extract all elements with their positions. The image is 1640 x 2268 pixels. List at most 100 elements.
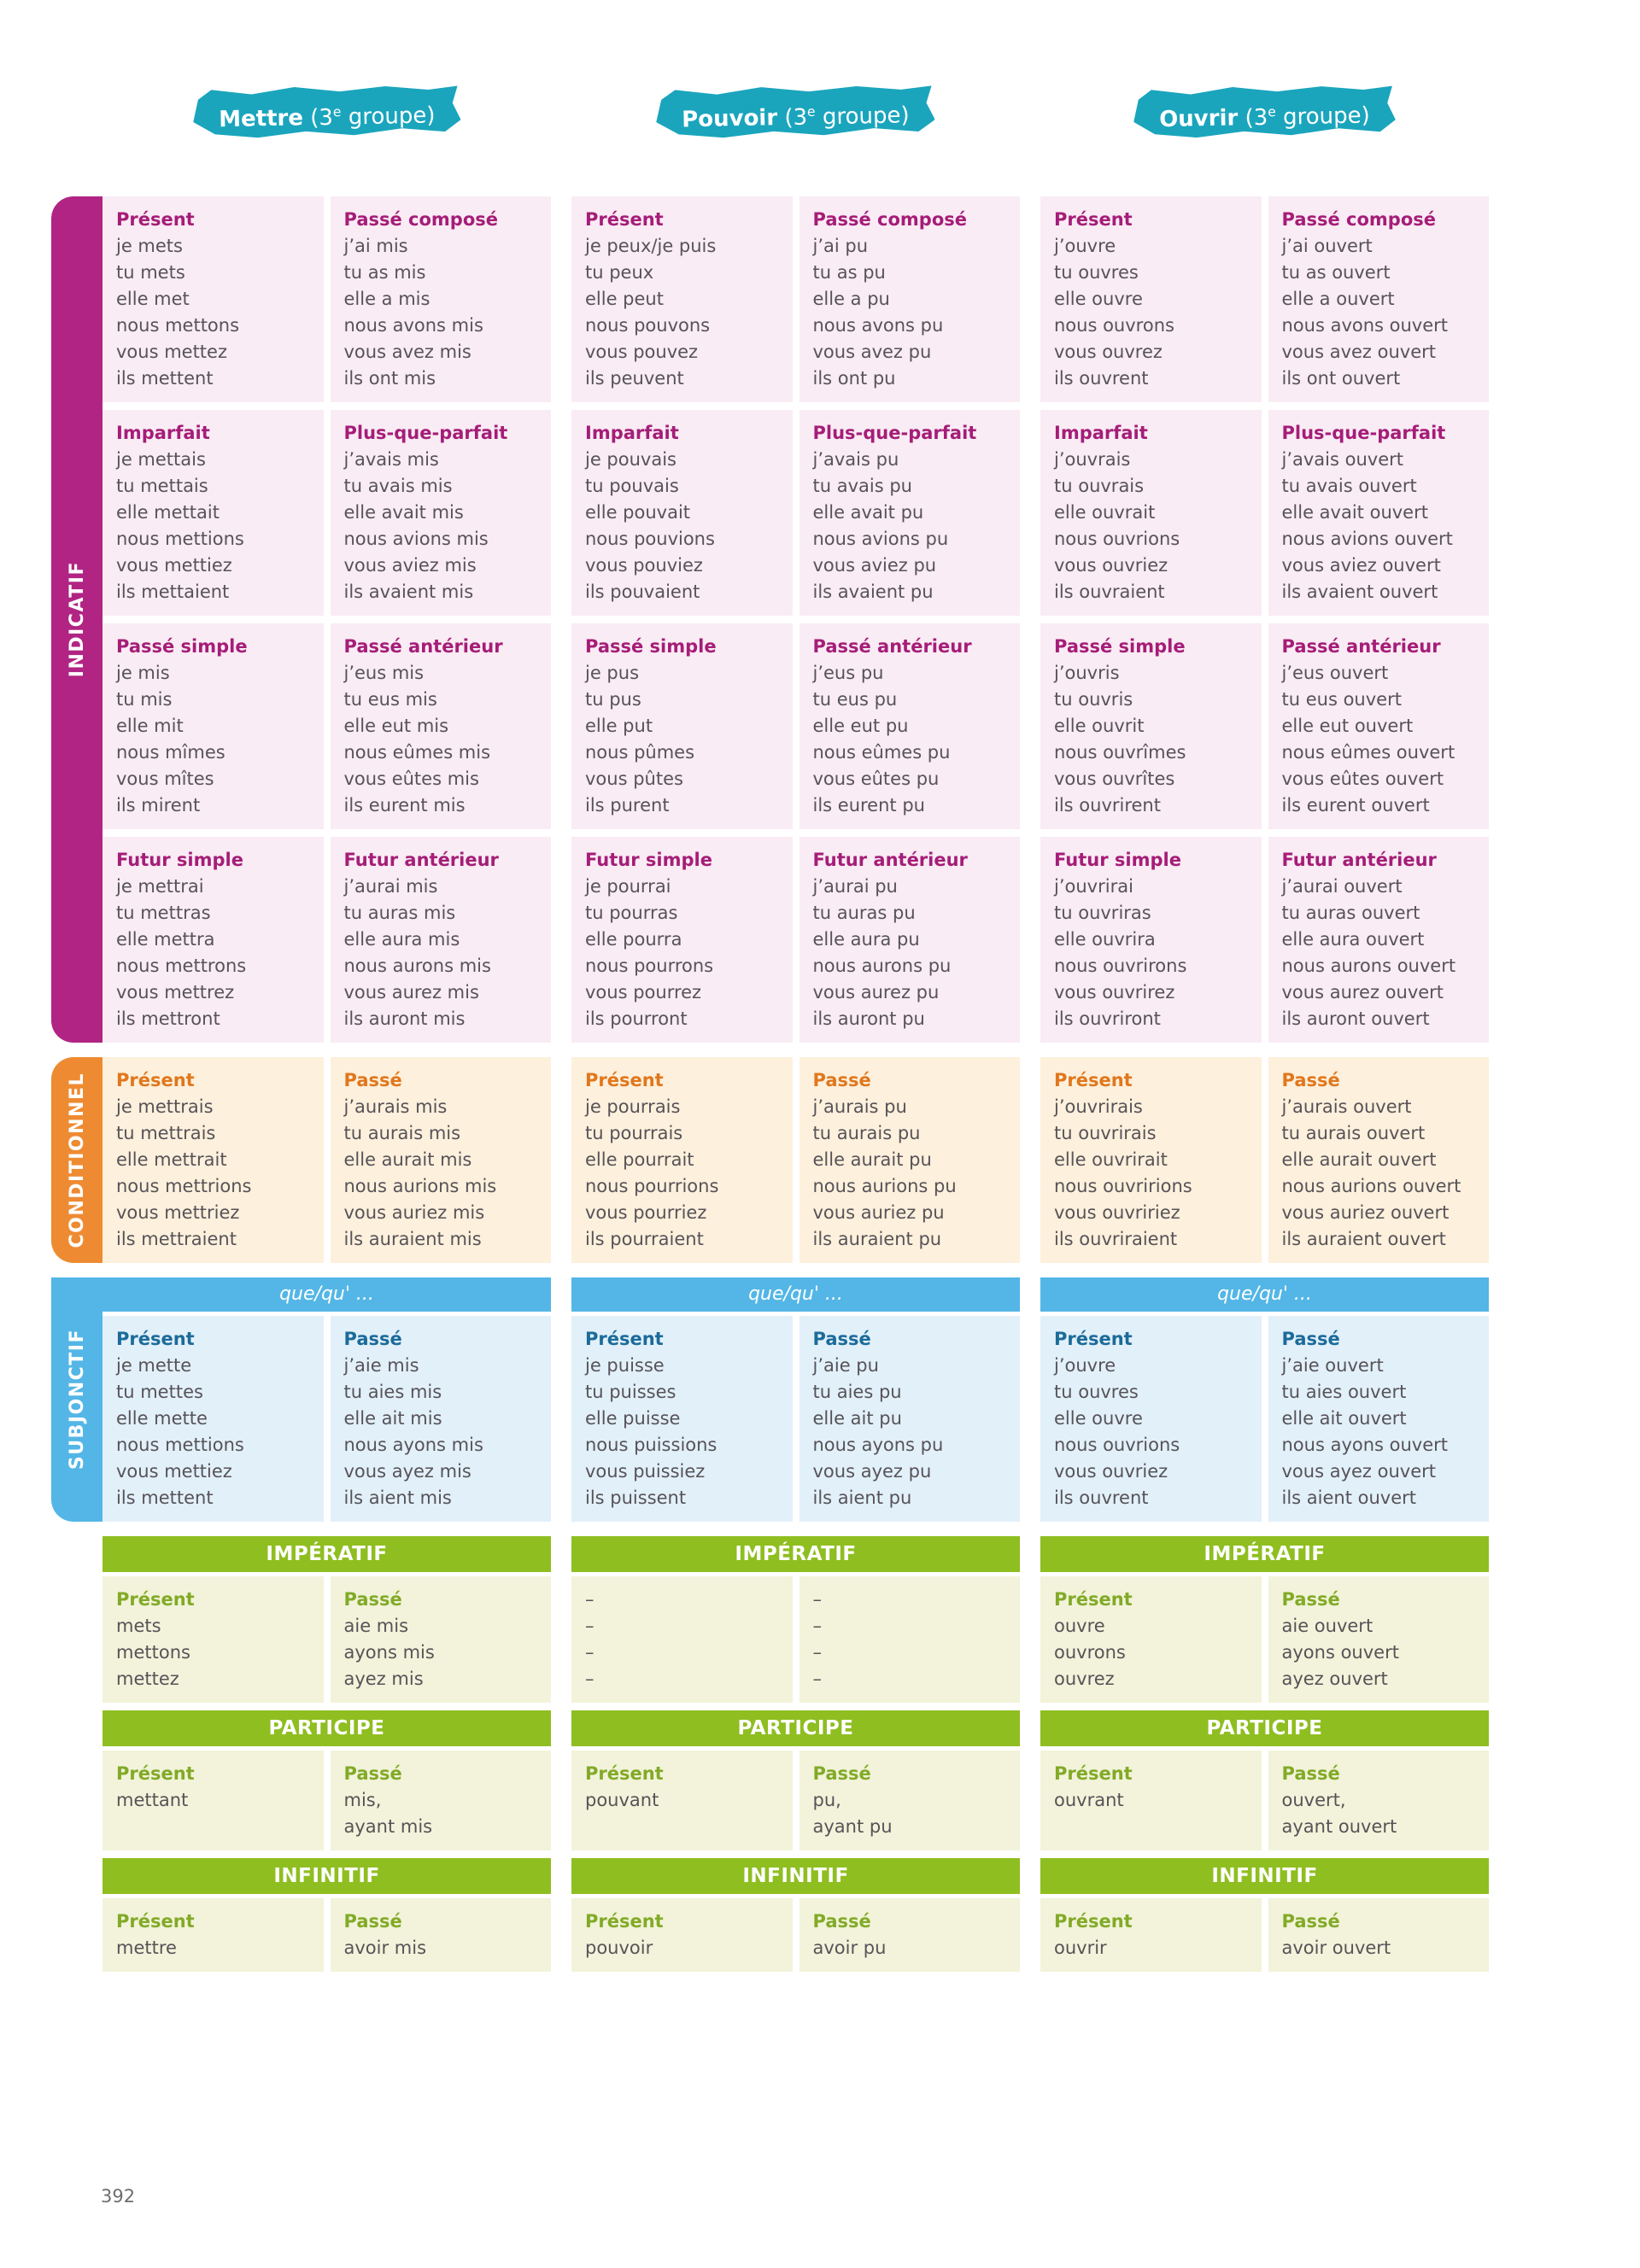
tense-title: Passé antérieur [343,636,503,657]
pouvoir-infinitif-left-cell: Présent pouvoir [571,1898,793,1972]
verb-form: nous avions mis [343,529,489,549]
verb-form: je pourrais [585,1096,681,1117]
tense-title: Passé [812,1070,871,1090]
verb-form: ayons mis [343,1642,435,1663]
verb-form: tu avais ouvert [1281,476,1417,496]
verb-name: Pouvoir [682,105,778,133]
verb-form: ayons ouvert [1281,1642,1399,1663]
verb-form: vous pouvez [585,342,699,362]
verb-form: j’ouvre [1054,1355,1116,1376]
verb-form: vous eûtes mis [343,769,479,789]
pouvoir-indicatif-band-3: Futur simple je pourrai tu pourras elle pou… [571,837,1020,1043]
tense-title: Plus-que-parfait [1281,423,1446,443]
mettre-indicatif-band-0: Présent je mets tu mets elle met nous metton… [102,196,551,402]
verb-form: vous ayez pu [812,1461,932,1482]
verb-form: je mis [116,663,170,683]
verb-form: mettre [116,1938,177,1958]
participe-section-header: PARTICIPE [1040,1710,1489,1746]
verb-form: ils aient mis [343,1488,452,1508]
ouvrir-indicatif-left-cell: Passé simple j’ouvris tu ouvris elle ouvrit… [1040,623,1262,829]
tense-title: Passé composé [812,209,968,230]
verb-form: ils ont mis [343,368,436,389]
verb-form: nous ouvririons [1054,1176,1192,1196]
verb-form: j’eus ouvert [1281,663,1389,683]
ouvrir-conditionnel-right-cell: Passé j’aurais ouvert tu aurais ouvert elle… [1268,1057,1489,1263]
verb-form: ouvrant [1054,1790,1124,1810]
pouvoir-participe-right-cell: Passé pu, ayant pu [799,1751,1020,1850]
badge-slot-ouvrir: Ouvrir (3e groupe) [1040,85,1489,138]
verb-form: nous aurons ouvert [1281,956,1456,976]
ouvrir-participe-left-cell: Présent ouvrant [1040,1751,1262,1850]
pouvoir-infinitif-band: INFINITIF Présent pouvoir Passé avoir pu [571,1858,1020,1972]
verb-form: nous ayons pu [812,1435,944,1455]
tense-title: Plus-que-parfait [812,423,977,443]
verb-form: nous aurions mis [343,1176,497,1196]
verb-form: j’ouvrirai [1054,876,1133,897]
verb-form: je mette [116,1355,192,1376]
infinitif-section-header: INFINITIF [571,1858,1020,1894]
pouvoir-conditionnel-right-cell: Passé j’aurais pu tu aurais pu elle aurait … [799,1057,1020,1263]
mettre-imperatif-left-cell: Présent mets mettons mettez [102,1576,324,1703]
ouvrir-participe-band: PARTICIPE Présent ouvrant Passé ouvert, ayant… [1040,1710,1489,1850]
pouvoir-conditionnel-row: Présent je pourrais tu pourrais elle pourra… [571,1057,1020,1263]
verb-form: nous pouvons [585,315,711,336]
verb-form: elle mettrait [116,1149,227,1170]
verb-form: ils ont pu [812,368,896,389]
pouvoir-subjonctif-right-cell: Passé j’aie pu tu aies pu elle ait pu nous a… [799,1316,1020,1522]
pouvoir-participe-row: Présent pouvant Passé pu, ayant pu [571,1751,1020,1850]
verb-form: elle ait ouvert [1281,1408,1407,1429]
verb-form: elle puisse [585,1408,681,1429]
verb-form: nous eûmes mis [343,742,491,763]
verb-form: tu ouvres [1054,1382,1139,1402]
verb-form: pouvoir [585,1938,653,1958]
verb-form: nous pourrions [585,1176,719,1196]
verb-form: ils mettraient [116,1229,237,1249]
ouvrir-subjonctif-right-cell: Passé j’aie ouvert tu aies ouvert elle ait … [1268,1316,1489,1522]
verb-form: vous mettriez [116,1202,240,1223]
verb-form: tu ouvrais [1054,476,1145,496]
mettre-indicatif-left-cell: Futur simple je mettrai tu mettras elle met… [102,837,324,1043]
que-qu-header: que/qu' ... [51,1277,551,1312]
mettre-indicatif-band-3: Futur simple je mettrai tu mettras elle met… [102,837,551,1043]
verb-form: nous ouvrions [1054,529,1180,549]
tense-title: Présent [1054,1911,1133,1932]
verb-form: j’ouvris [1054,663,1120,683]
rail-conditionnel: CONDITIONNEL [51,1057,102,1263]
verb-form: nous eûmes ouvert [1281,742,1456,763]
tense-title: Passé simple [116,636,248,657]
pouvoir-subjonctif-band: que/qu' ... Présent je puisse tu puisses ell… [571,1277,1020,1522]
verb-form: vous aviez mis [343,555,477,576]
verb-form: ils eurent ouvert [1281,795,1430,815]
verb-form: vous aurez pu [812,982,940,1002]
verb-form: tu aurais mis [343,1123,461,1143]
verb-form: ils ouvrent [1054,368,1149,389]
pouvoir-imperatif-band: IMPÉRATIF – – – – – – – – [571,1536,1020,1703]
verb-form: vous puissiez [585,1461,706,1482]
ouvrir-subjonctif-left-cell: Présent j’ouvre tu ouvres elle ouvre nous ou… [1040,1316,1262,1522]
tense-title: Passé [812,1763,871,1784]
verb-form: elle pouvait [585,502,691,523]
verb-form: tu as mis [343,262,426,283]
verb-form: avoir ouvert [1281,1938,1391,1958]
verb-form: ils auront ouvert [1281,1008,1430,1029]
verb-form: nous avons mis [343,315,483,336]
verb-form: elle ouvrit [1054,716,1145,736]
verb-form: elle ait mis [343,1408,442,1429]
verb-form: tu aies pu [812,1382,902,1402]
rail-conditionnel-label: CONDITIONNEL [66,1072,88,1248]
ouvrir-indicatif-right-cell: Futur antérieur j’aurai ouvert tu auras ou… [1268,837,1489,1043]
verb-form: je mettrais [116,1096,214,1117]
verb-form: nous pûmes [585,742,695,763]
badge-slot-mettre: Mettre (3e groupe) [102,85,551,138]
tense-title: Passé [1281,1911,1340,1932]
verb-form: vous pûtes [585,769,683,789]
page-number: 392 [101,2186,136,2207]
ouvrir-infinitif-left-cell: Présent ouvrir [1040,1898,1262,1972]
verb-form: tu auras mis [343,903,456,923]
rail-subjonctif: SUBJONCTIF [51,1277,102,1522]
verb-form: tu mettrais [116,1123,216,1143]
verb-form: elle aurait pu [812,1149,932,1170]
verb-form: ils ouvrirent [1054,795,1161,815]
verb-form: avoir pu [812,1938,887,1958]
verb-form: tu pourras [585,903,678,923]
